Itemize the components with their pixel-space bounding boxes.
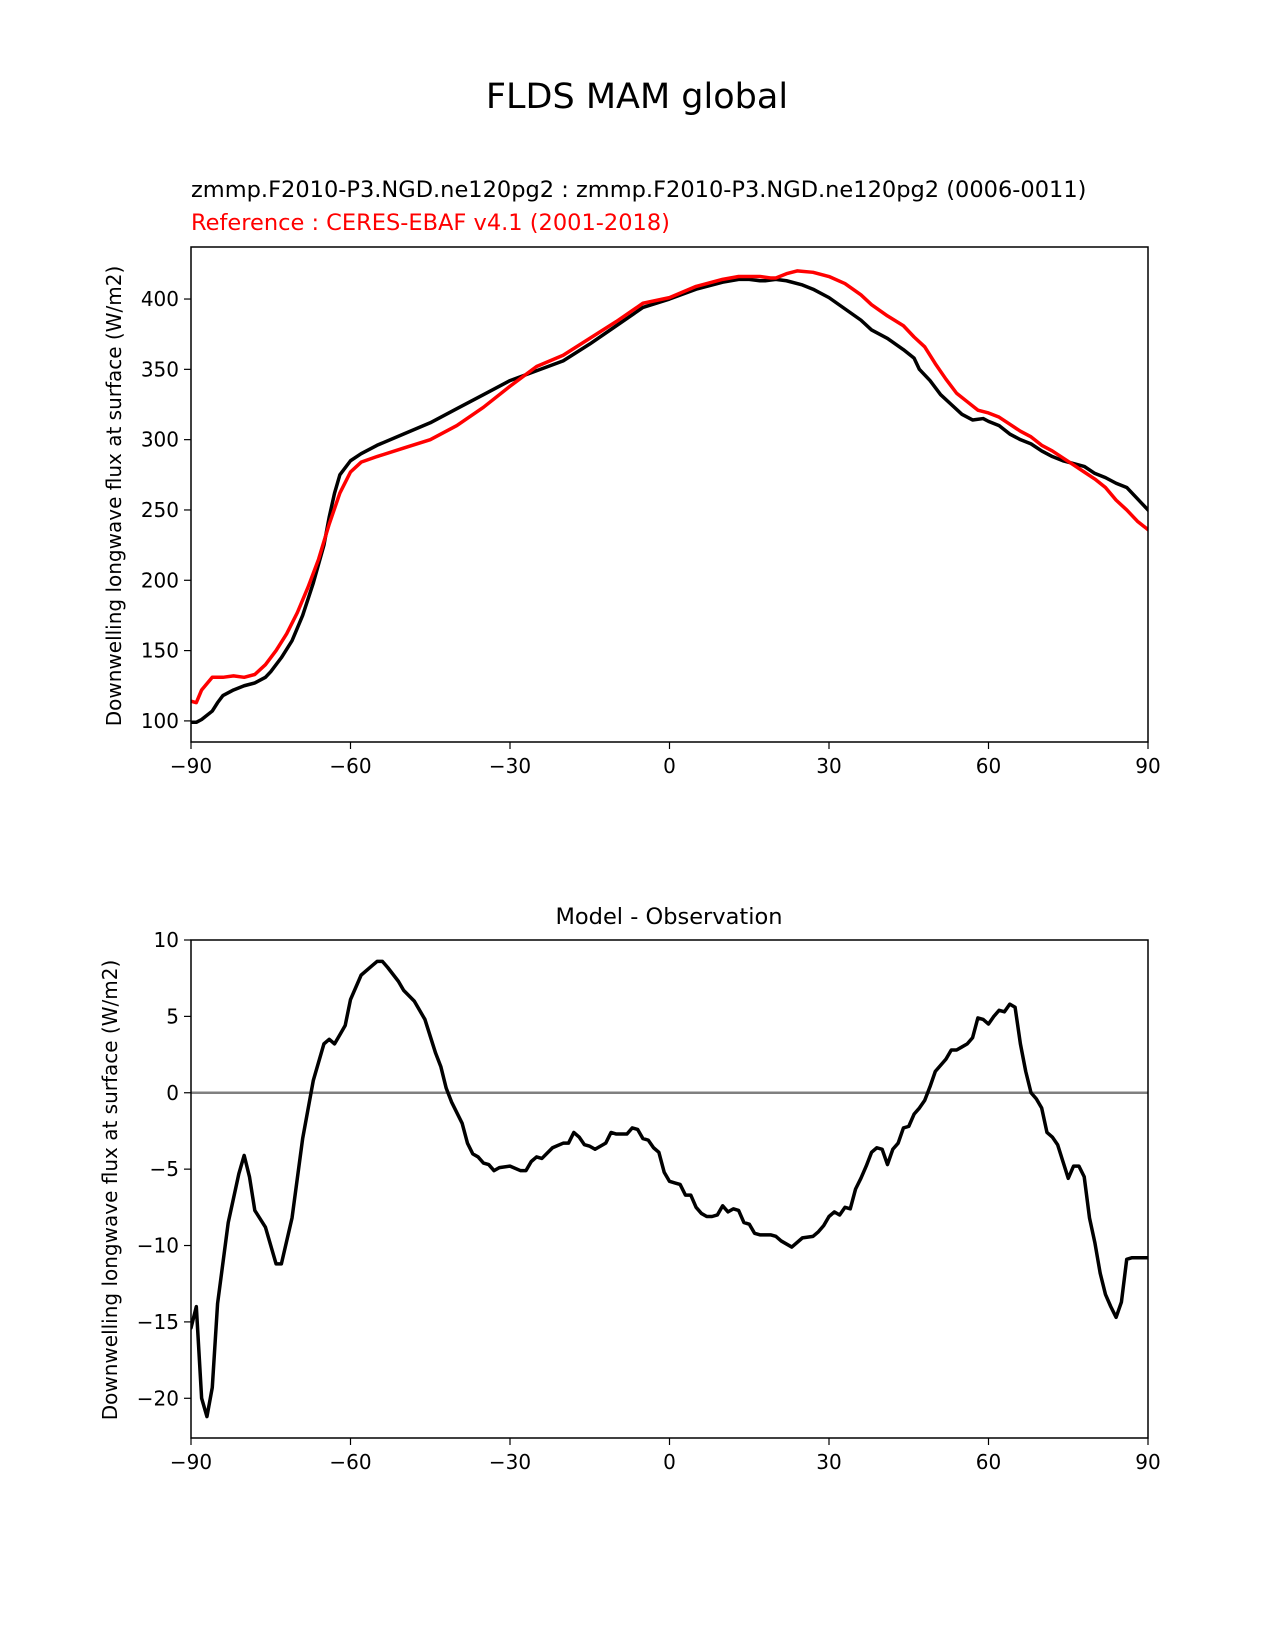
figure-title: FLDS MAM global bbox=[486, 77, 788, 117]
bottom-x-tick-label: −60 bbox=[329, 1450, 371, 1474]
top-y-axis-label: Downwelling longwave flux at surface (W/… bbox=[102, 266, 126, 727]
bottom-y-axis-label: Downwelling longwave flux at surface (W/… bbox=[98, 960, 122, 1421]
bottom-x-tick-label: −90 bbox=[170, 1450, 212, 1474]
bottom-y-tick-label: −10 bbox=[137, 1234, 179, 1258]
bottom-plot-frame bbox=[190, 939, 1149, 1439]
top-lines bbox=[191, 269, 1148, 725]
reference-title: Reference : CERES-EBAF v4.1 (2001-2018) bbox=[191, 210, 670, 236]
bottom-y-tick-label: 10 bbox=[154, 928, 179, 952]
top-x-tick-label: −30 bbox=[489, 754, 531, 778]
bottom-y-tick-label: −15 bbox=[137, 1310, 179, 1334]
panel-top: zmmp.F2010-P3.NGD.ne120pg2 : zmmp.F2010-… bbox=[102, 177, 1161, 778]
top-x-tick-label: 60 bbox=[976, 754, 1001, 778]
difference-title: Model - Observation bbox=[556, 904, 783, 930]
top-x-tick-label: 0 bbox=[663, 754, 676, 778]
bottom-y-tick-label: −20 bbox=[137, 1386, 179, 1410]
top-x-tick-label: 90 bbox=[1135, 754, 1160, 778]
bottom-x-tick-label: −30 bbox=[489, 1450, 531, 1474]
top-x-tick-label: −90 bbox=[170, 754, 212, 778]
bottom-x-tick-label: 30 bbox=[816, 1450, 841, 1474]
top-y-tick-label: 350 bbox=[141, 357, 179, 381]
top-y-tick-label: 250 bbox=[141, 498, 179, 522]
top-ticks: −90 −60 −30 0 30 60 90 100 150 200 250 300 350 400 bbox=[141, 287, 1161, 778]
top-y-tick-label: 100 bbox=[141, 709, 179, 733]
top-plot-frame bbox=[190, 246, 1149, 743]
bottom-y-tick-label: 0 bbox=[166, 1081, 179, 1105]
top-y-tick-label: 300 bbox=[141, 428, 179, 452]
bottom-series-line-0 bbox=[191, 959, 1148, 1419]
bottom-y-tick-label: 5 bbox=[166, 1004, 179, 1028]
top-y-tick-label: 200 bbox=[141, 568, 179, 592]
test-case-title: zmmp.F2010-P3.NGD.ne120pg2 : zmmp.F2010-… bbox=[191, 177, 1086, 203]
bottom-x-tick-label: 90 bbox=[1135, 1450, 1160, 1474]
top-y-tick-label: 150 bbox=[141, 639, 179, 663]
bottom-lines bbox=[191, 959, 1148, 1419]
top-x-tick-label: −60 bbox=[329, 754, 371, 778]
top-x-tick-label: 30 bbox=[816, 754, 841, 778]
top-series-line-1 bbox=[191, 269, 1148, 705]
bottom-x-tick-label: 60 bbox=[976, 1450, 1001, 1474]
top-y-tick-label: 400 bbox=[141, 287, 179, 311]
bottom-y-tick-label: −5 bbox=[150, 1157, 179, 1181]
bottom-x-tick-label: 0 bbox=[663, 1450, 676, 1474]
bottom-ticks: −90 −60 −30 0 30 60 90 −20 −15 −10 −5 0 5 10 bbox=[137, 928, 1161, 1474]
panel-bottom: Model - Observation Downwelling longwave… bbox=[98, 904, 1161, 1474]
